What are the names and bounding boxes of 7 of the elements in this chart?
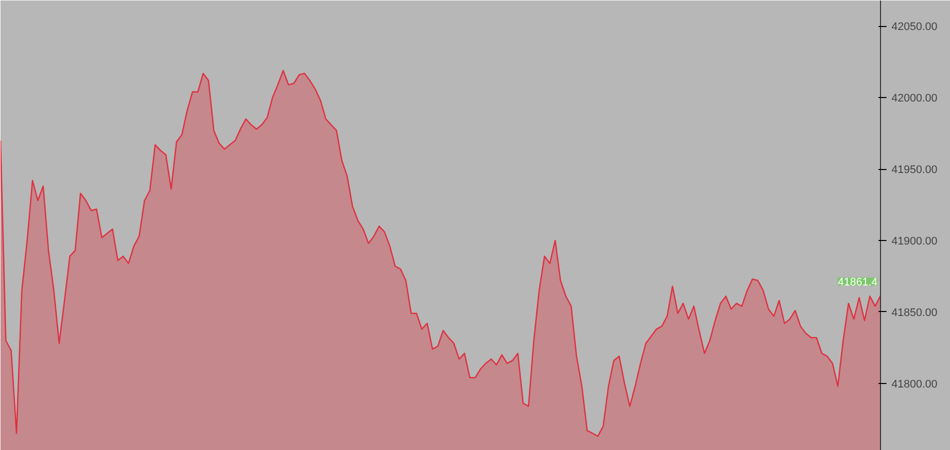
- y-tick-label: 41900.00: [892, 236, 938, 248]
- y-tick-label: 41800.00: [892, 378, 938, 390]
- y-tick-label: 41950.00: [892, 164, 938, 176]
- y-tick-label: 41850.00: [892, 306, 938, 319]
- y-tick-label: 42000.00: [892, 92, 938, 105]
- y-tick-label: 42050.00: [892, 21, 938, 34]
- annotation: 41861.4: [838, 276, 878, 289]
